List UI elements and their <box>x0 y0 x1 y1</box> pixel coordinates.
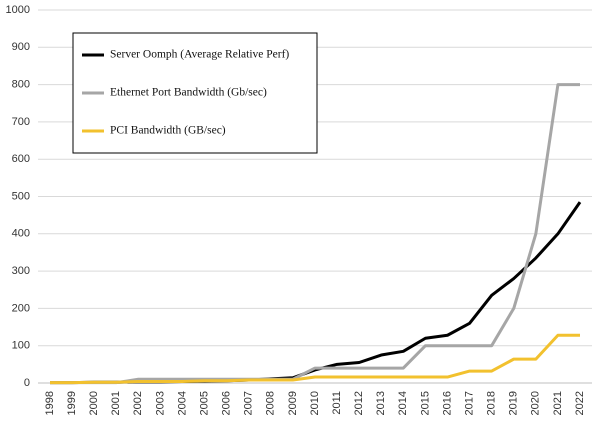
x-tick-label: 1999 <box>66 391 78 415</box>
series-line <box>50 83 580 385</box>
x-tick-label: 2016 <box>441 391 453 415</box>
y-tick-label: 500 <box>12 190 30 202</box>
x-tick-label: 2006 <box>221 391 233 415</box>
series-line <box>50 333 580 385</box>
x-tick-label: 2017 <box>463 391 475 415</box>
x-tick-label: 2003 <box>154 391 166 415</box>
y-tick-label: 400 <box>12 228 30 240</box>
x-tick-label: 2020 <box>530 391 542 415</box>
y-tick-label: 200 <box>12 302 30 314</box>
legend-label: Ethernet Port Bandwidth (Gb/sec) <box>110 87 267 99</box>
series-line <box>50 201 582 385</box>
x-tick-label: 2021 <box>552 391 564 415</box>
x-tick-label: 2005 <box>198 391 210 415</box>
y-tick-label: 900 <box>12 41 30 53</box>
x-tick-label: 2001 <box>110 391 122 415</box>
x-tick-label: 2022 <box>574 391 586 415</box>
x-tick-label: 1998 <box>44 391 56 415</box>
x-tick-label: 2018 <box>486 391 498 415</box>
y-tick-label: 100 <box>12 340 30 352</box>
x-tick-label: 2002 <box>132 391 144 415</box>
x-tick-label: 2004 <box>176 391 188 415</box>
legend-box <box>72 32 318 154</box>
x-tick-label: 2009 <box>287 391 299 415</box>
y-tick-label: 700 <box>12 116 30 128</box>
x-tick-label: 2013 <box>375 391 387 415</box>
y-tick-label: 0 <box>24 377 30 389</box>
x-tick-label: 2011 <box>331 391 343 415</box>
legend-label: Server Oomph (Average Relative Perf) <box>110 49 289 61</box>
x-tick-label: 2019 <box>508 391 520 415</box>
x-tick-label: 2014 <box>397 391 409 415</box>
x-tick-label: 2015 <box>419 391 431 415</box>
y-tick-label: 600 <box>12 153 30 165</box>
legend-label: PCI Bandwidth (GB/sec) <box>110 125 226 137</box>
x-tick-label: 2000 <box>88 391 100 415</box>
y-tick-label: 800 <box>12 79 30 91</box>
x-tick-label: 2007 <box>243 391 255 415</box>
x-tick-label: 2012 <box>353 391 365 415</box>
x-tick-label: 2010 <box>309 391 321 415</box>
y-tick-label: 1000 <box>6 4 30 16</box>
x-tick-label: 2008 <box>265 391 277 415</box>
y-tick-label: 300 <box>12 265 30 277</box>
